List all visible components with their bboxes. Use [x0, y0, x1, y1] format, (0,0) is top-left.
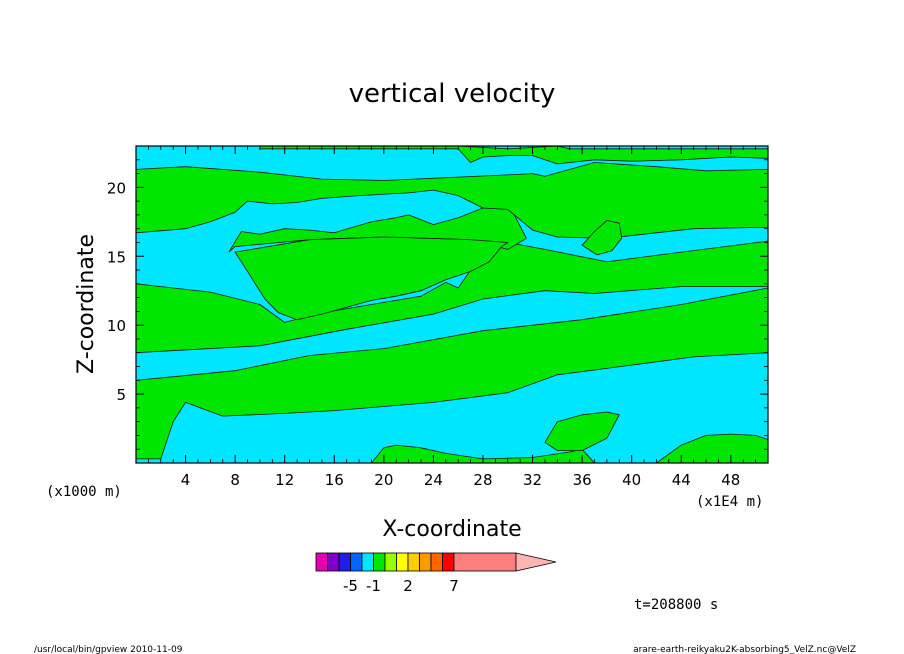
colorbar-segment [315, 552, 328, 572]
y-tick-label: 10 [107, 317, 126, 335]
x-tick-label: 28 [473, 471, 492, 489]
x-tick-label: 20 [374, 471, 393, 489]
y-axis-title: Z-coordinate [74, 234, 99, 374]
contour-region-positive-3 [234, 236, 509, 321]
y-tick-label: 5 [116, 386, 126, 404]
colorbar-label: 7 [449, 577, 459, 595]
x-tick-label: 48 [721, 471, 740, 489]
contour-region-positive-6 [581, 219, 623, 256]
chart-title: vertical velocity [349, 79, 556, 109]
colorbar-segment [430, 552, 443, 572]
x-tick-label: 12 [275, 471, 294, 489]
colorbar-label: 2 [403, 577, 413, 595]
x-tick-label: 4 [181, 471, 191, 489]
colorbar-label: -5 [343, 577, 358, 595]
colorbar-segment [442, 552, 455, 572]
colorbar-segment [407, 552, 420, 572]
colorbar-segment [453, 552, 517, 572]
plot-area [135, 145, 769, 464]
contour-region-positive-1 [135, 240, 769, 354]
x-axis-ticks: 4 8 12 16 20 24 28 32 36 40 44 48 [147, 146, 757, 489]
footer-right: arare-earth-reikyaku2K-absorbing5_VelZ.n… [633, 645, 856, 654]
x-tick-label: 24 [424, 471, 443, 489]
x-tick-label: 32 [523, 471, 542, 489]
plot-frame [135, 145, 769, 464]
colorbar-segment [384, 552, 397, 572]
colorbar-segment [350, 552, 363, 572]
colorbar-segment [338, 552, 351, 572]
y-tick-label: 20 [107, 179, 126, 197]
colorbar-label: -1 [366, 577, 381, 595]
colorbar-segment [373, 552, 386, 572]
colorbar-segment [361, 552, 374, 572]
x-tick-label: 36 [573, 471, 592, 489]
x-tick-label: 8 [230, 471, 240, 489]
y-axis-ticks: 5 10 15 20 [107, 159, 768, 450]
time-label: t=208800 s [634, 597, 718, 613]
footer-left: /usr/local/bin/gpview 2010-11-09 [34, 645, 183, 654]
colorbar-segment [419, 552, 432, 572]
x-tick-label: 16 [325, 471, 344, 489]
x-unit-left: (x1000 m) [46, 484, 122, 500]
contour-region-positive-0 [135, 287, 769, 460]
x-unit-right: (x1E4 m) [696, 494, 763, 510]
contour-region-positive-9 [544, 411, 620, 452]
x-tick-label: 40 [622, 471, 641, 489]
y-tick-label: 15 [107, 248, 126, 266]
colorbar-segment [396, 552, 409, 572]
x-axis-title: X-coordinate [382, 517, 521, 542]
colorbar-arrow [515, 552, 557, 572]
colorbar-segment [327, 552, 340, 572]
x-tick-label: 44 [672, 471, 691, 489]
contour-region-positive-4 [135, 162, 769, 239]
colorbar [315, 552, 557, 572]
colorbar-labels: -5 -1 2 7 [343, 577, 459, 595]
